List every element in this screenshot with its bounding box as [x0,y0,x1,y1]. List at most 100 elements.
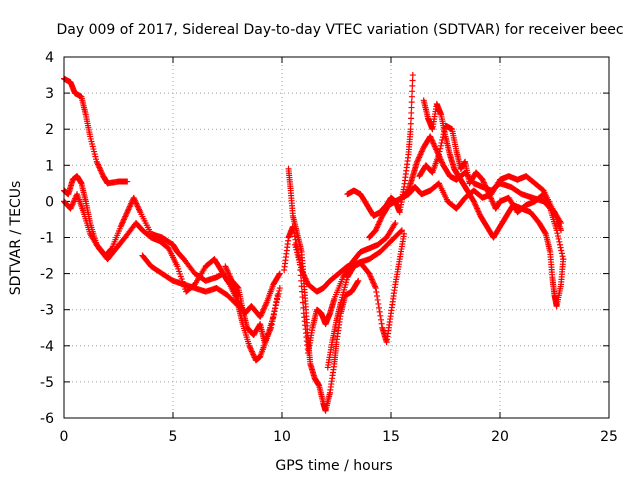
data-point [397,228,404,235]
series-track-e [222,263,281,346]
data-point [375,300,382,307]
data-point [409,82,416,89]
x-axis-label: GPS time / hours [275,458,392,474]
data-points [61,72,567,414]
x-tick-label: 10 [273,429,291,445]
series-track-m [420,97,567,310]
x-tick-label: 5 [169,429,178,445]
chart-title: Day 009 of 2017, Sidereal Day-to-day VTE… [56,22,623,38]
data-point [557,244,564,251]
y-tick-label: -2 [40,267,54,283]
data-point [374,296,381,303]
y-tick-label: -3 [40,303,54,319]
data-point [374,292,381,299]
data-point [272,302,279,309]
data-point [408,109,415,116]
data-point [555,235,562,242]
data-point [558,247,565,254]
x-tick-label: 25 [600,429,618,445]
series-track-c [61,191,283,320]
data-point [409,72,416,79]
data-point [269,318,276,325]
data-point [376,304,383,311]
data-point [409,77,416,84]
data-point [299,294,306,301]
y-tick-label: 4 [45,50,54,66]
data-point [270,311,277,318]
data-point [372,285,379,292]
data-point [354,278,361,285]
data-point [299,299,306,306]
axis-ticks: 0 5 10 15 20 25 -6 -5 -4 -3 -2 -1 0 1 2 3 4 [40,50,618,445]
data-point [437,142,444,149]
data-point [271,308,278,315]
y-tick-label: 1 [45,158,54,174]
data-point [408,104,415,111]
data-point [268,324,275,331]
data-point [276,287,283,294]
y-tick-label: -6 [40,411,54,427]
data-point [558,250,565,257]
data-point [270,315,277,322]
data-point [556,241,563,248]
data-point [542,229,549,236]
data-point [377,312,384,319]
data-point [409,88,416,95]
x-tick-label: 0 [60,429,69,445]
data-point [276,285,283,292]
data-point [554,233,561,240]
data-point [558,227,565,234]
data-point [378,320,385,327]
data-point [292,236,299,243]
y-axis-label: SDTVAR / TECUs [8,181,24,296]
series-track-a [61,75,131,187]
data-point [298,277,305,284]
data-point [124,178,131,185]
data-point [392,220,399,227]
data-point [291,233,298,240]
data-point [376,308,383,315]
data-point [291,230,298,237]
data-point [408,99,415,106]
data-point [398,227,405,234]
data-point [407,126,414,133]
y-tick-label: 0 [45,194,54,210]
data-point [407,120,414,127]
y-tick-label: -1 [40,231,54,247]
y-tick-label: 3 [45,86,54,102]
data-point [373,289,380,296]
series-track-n [398,133,565,234]
data-point [289,223,296,230]
x-tick-label: 20 [491,429,509,445]
data-point [276,271,283,278]
data-point [268,321,275,328]
data-point [300,304,307,311]
series-track-g [281,220,399,357]
data-point [272,305,279,312]
y-tick-label: -4 [40,339,54,355]
x-tick-label: 15 [382,429,400,445]
data-point [355,277,362,284]
y-tick-label: -5 [40,375,54,391]
data-point [377,316,384,323]
series-track-h [292,227,405,295]
data-point [234,284,241,291]
data-point [273,298,280,305]
data-point [438,139,445,146]
data-point [290,226,297,233]
data-point [276,270,283,277]
plot-frame [63,56,610,419]
series-track-i [324,230,408,371]
data-point [299,288,306,295]
data-point [559,253,566,260]
data-point [273,295,280,302]
data-point [274,292,281,299]
data-point [437,145,444,152]
y-tick-label: 2 [45,122,54,138]
data-point [408,115,415,122]
data-point [298,283,305,290]
data-point [554,230,561,237]
data-point [408,93,415,100]
data-point [401,230,408,237]
